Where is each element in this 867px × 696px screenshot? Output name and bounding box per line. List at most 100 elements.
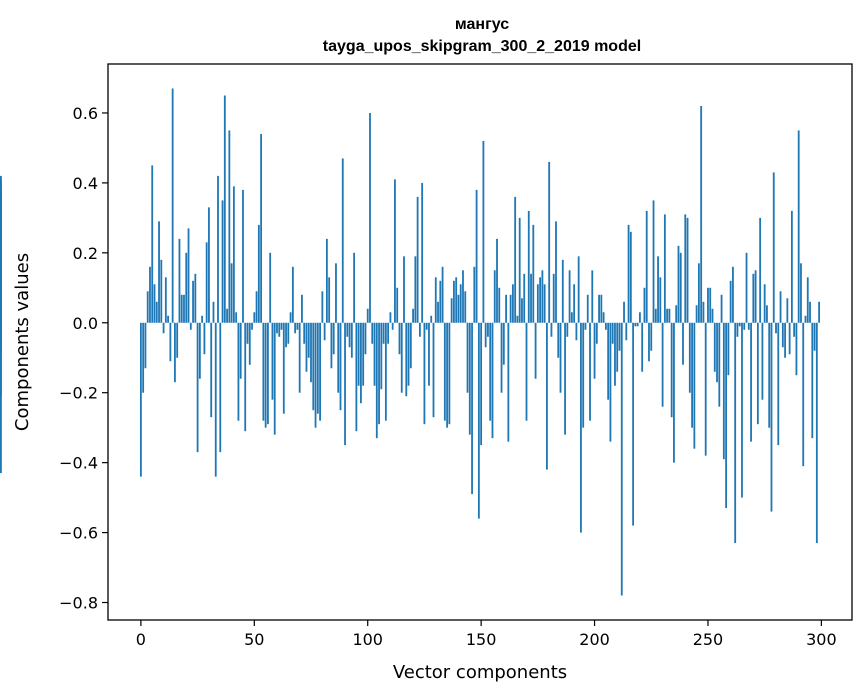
- x-tick-label: 150: [466, 630, 497, 649]
- bar: [298, 322, 301, 393]
- bar: [584, 322, 587, 330]
- bar: [450, 298, 453, 323]
- x-tick-label: 50: [244, 630, 264, 649]
- bar: [453, 280, 455, 323]
- bar: [164, 277, 167, 323]
- plot-frame: [107, 63, 853, 621]
- bar: [652, 200, 655, 323]
- bar: [423, 322, 426, 425]
- bar: [260, 133, 263, 323]
- bar: [570, 312, 573, 323]
- bar: [176, 322, 179, 358]
- bar: [768, 322, 771, 428]
- bar: [786, 298, 789, 323]
- bar: [750, 322, 752, 442]
- bar: [487, 322, 489, 337]
- bar: [766, 305, 768, 323]
- bar: [516, 315, 519, 323]
- bar: [373, 322, 376, 386]
- bar: [738, 322, 741, 327]
- bar: [296, 322, 299, 330]
- bar: [267, 322, 269, 425]
- bar: [330, 322, 333, 369]
- bar: [564, 322, 566, 435]
- bar: [369, 112, 371, 323]
- bar: [759, 217, 762, 323]
- bar: [396, 287, 399, 323]
- bar: [634, 322, 637, 327]
- bar: [475, 189, 478, 323]
- bar: [294, 322, 297, 334]
- bar: [360, 322, 362, 404]
- bar: [625, 322, 628, 341]
- bar: [291, 266, 294, 323]
- bar: [153, 284, 156, 323]
- bar: [502, 322, 505, 365]
- bar: [607, 322, 610, 400]
- bar: [335, 263, 337, 323]
- bar: [772, 172, 775, 323]
- bar: [151, 165, 154, 323]
- bar: [178, 238, 181, 323]
- bar: [174, 322, 176, 383]
- bar: [602, 312, 605, 323]
- bar: [169, 322, 172, 362]
- bar: [219, 322, 222, 453]
- bar: [636, 322, 639, 327]
- bar: [389, 312, 392, 323]
- bar: [421, 182, 424, 323]
- bar: [511, 284, 514, 323]
- bar: [718, 322, 721, 407]
- bar: [732, 266, 734, 323]
- bar: [316, 322, 319, 414]
- y-axis-label: Components values: [12, 253, 33, 431]
- bar: [575, 322, 578, 341]
- bar: [541, 270, 544, 323]
- bar: [462, 270, 464, 323]
- bar: [380, 322, 383, 390]
- bar: [813, 322, 816, 351]
- bar: [196, 322, 199, 453]
- bar: [673, 322, 675, 463]
- bar: [650, 322, 653, 351]
- bar: [489, 322, 492, 421]
- bar: [754, 270, 757, 323]
- bar: [745, 252, 748, 323]
- bar: [654, 308, 657, 323]
- bar: [278, 322, 281, 337]
- bar: [285, 322, 287, 348]
- bar: [804, 315, 807, 323]
- bar: [632, 322, 635, 526]
- bar: [509, 294, 512, 323]
- bar: [663, 214, 666, 323]
- bar: [400, 322, 403, 393]
- bar: [362, 322, 365, 386]
- bar: [643, 287, 646, 323]
- bar: [246, 322, 249, 344]
- bar: [276, 322, 278, 334]
- bar: [155, 301, 158, 323]
- bar: [139, 322, 142, 477]
- bar: [282, 322, 285, 414]
- bar: [543, 284, 546, 323]
- bar: [223, 95, 226, 323]
- bar: [264, 322, 267, 428]
- bar: [555, 221, 557, 323]
- bar: [344, 322, 346, 446]
- bar: [407, 322, 410, 386]
- bar: [357, 322, 360, 386]
- bar: [280, 322, 283, 330]
- bar: [704, 322, 707, 456]
- bar: [409, 322, 412, 369]
- bar: [443, 322, 446, 421]
- bar: [171, 88, 174, 323]
- bar: [793, 322, 796, 337]
- y-tick-label: 0.4: [73, 174, 98, 193]
- bar: [194, 273, 197, 323]
- bar: [244, 322, 247, 432]
- bar: [795, 322, 798, 376]
- bar: [212, 301, 215, 323]
- bar: [403, 256, 405, 323]
- bar: [391, 322, 394, 330]
- bar: [210, 322, 213, 418]
